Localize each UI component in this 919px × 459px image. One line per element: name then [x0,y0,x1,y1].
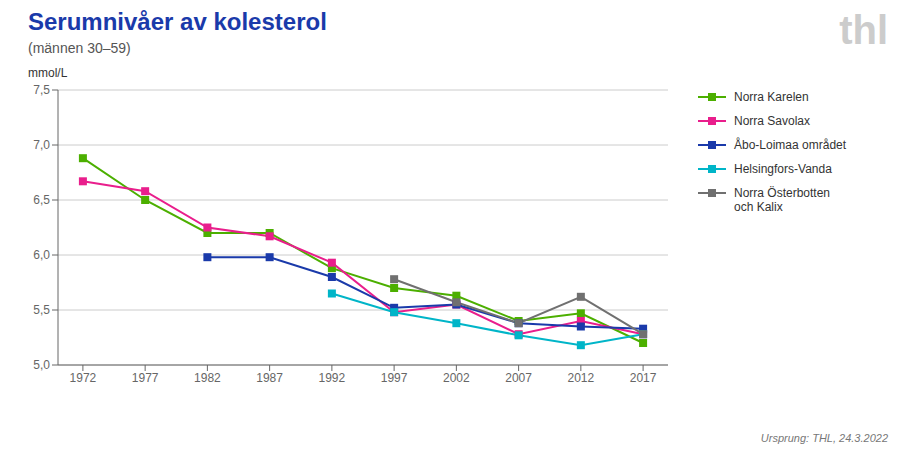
svg-text:1987: 1987 [256,371,283,385]
svg-text:2007: 2007 [505,371,532,385]
html-text:Serumnivåer av kolesterol: Serumnivåer av kolesterol [28,8,327,35]
svg-text:5,0: 5,0 [33,358,50,372]
svg-text:1972: 1972 [70,371,97,385]
svg-text:2017: 2017 [630,371,657,385]
svg-text:1997: 1997 [381,371,408,385]
svg-text:7,0: 7,0 [33,138,50,152]
svg-text:2012: 2012 [568,371,595,385]
svg-text:7,5: 7,5 [33,83,50,97]
svg-text:1977: 1977 [132,371,159,385]
svg-text:6,0: 6,0 [33,248,50,262]
svg-text:1982: 1982 [194,371,221,385]
html-text:Norra Österbotten och Kalix: Norra Österbotten och Kalix [734,186,830,214]
html-text:Helsingfors-Vanda: Helsingfors-Vanda [734,162,832,176]
html-text:thl: thl [839,8,888,52]
html-text:Norra Karelen: Norra Karelen [734,90,809,104]
svg-text:6,5: 6,5 [33,193,50,207]
html-text:mmol/L: mmol/L [28,66,68,80]
html-text:(männen 30–59): (männen 30–59) [28,40,131,56]
html-text:Ursprung: THL, 24.3.2022: Ursprung: THL, 24.3.2022 [760,432,888,444]
html-text:Norra Savolax: Norra Savolax [734,114,810,128]
svg-text:5,5: 5,5 [33,303,50,317]
html-text:Åbo-Loimaa området: Åbo-Loimaa området [734,138,847,152]
svg-text:1992: 1992 [319,371,346,385]
svg-text:2002: 2002 [443,371,470,385]
